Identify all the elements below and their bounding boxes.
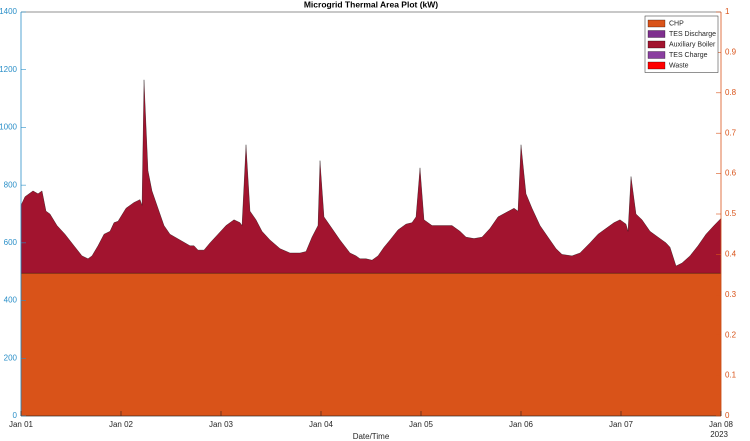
y-tick-label: 600 [4, 238, 18, 247]
y-tick-label: 1400 [0, 7, 18, 16]
x-tick-label: Jan 05 [409, 420, 434, 429]
y-tick-label: 0 [13, 411, 18, 420]
y2-tick-label: 1 [725, 7, 730, 16]
chart-title: Microgrid Thermal Area Plot (kW) [304, 0, 438, 9]
x-tick-label: Jan 04 [309, 420, 334, 429]
legend-swatch [647, 30, 666, 38]
x-secondary-label: 2023 [710, 430, 728, 439]
y2-tick-label: 0.5 [725, 209, 737, 218]
y2-tick-label: 0.7 [725, 128, 737, 137]
area [20, 273, 722, 417]
legend-swatch [647, 51, 666, 59]
x-tick-label: Jan 03 [209, 420, 234, 429]
x-tick-label: Jan 08 [709, 420, 734, 429]
x-axis-label: Date/Time [353, 432, 390, 441]
y2-tick-label: 0.4 [725, 250, 737, 259]
legend-label: Waste [669, 63, 689, 70]
y2-tick-label: 0 [725, 411, 730, 420]
x-tick-label: Jan 01 [9, 420, 34, 429]
y2-tick-label: 0.6 [725, 169, 737, 178]
x-tick-label: Jan 02 [109, 420, 134, 429]
x-tick-label: Jan 06 [509, 420, 534, 429]
legend-label: CHP [669, 21, 684, 28]
y2-tick-label: 0.3 [725, 290, 737, 299]
legend-swatch [647, 61, 666, 70]
y2-tick-label: 0.9 [725, 48, 737, 57]
y2-tick-label: 0.2 [725, 330, 737, 339]
y2-tick-label: 0.8 [725, 88, 737, 97]
y-tick-label: 400 [4, 296, 18, 305]
legend-label: Auxiliary Boiler [669, 42, 716, 49]
y-tick-label: 200 [4, 353, 18, 362]
y-tick-label: 1000 [0, 123, 18, 132]
y-tick-label: 800 [4, 180, 18, 189]
y-tick-label: 1200 [0, 65, 18, 74]
legend-label: TES Discharge [669, 31, 716, 38]
y2-tick-label: 0.1 [725, 371, 737, 380]
legend-swatch [647, 19, 666, 28]
legend-label: TES Charge [669, 52, 708, 59]
legend-swatch [647, 40, 666, 49]
x-tick-label: Jan 07 [609, 420, 634, 429]
